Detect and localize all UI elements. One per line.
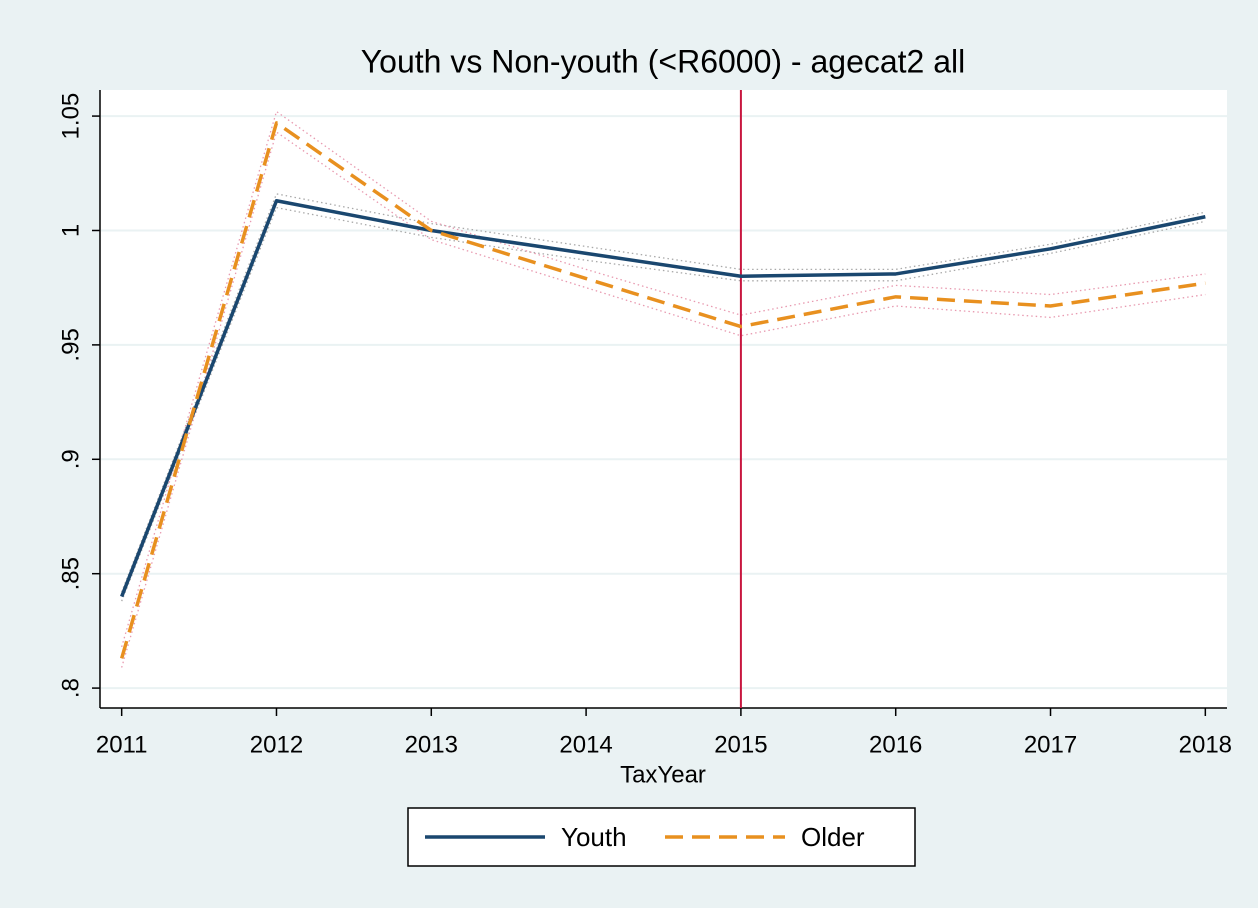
- x-tick-label: 2016: [869, 731, 922, 758]
- chart-title: Youth vs Non-youth (<R6000) - agecat2 al…: [361, 43, 966, 79]
- y-tick-label: .8: [57, 678, 84, 698]
- x-tick-label: 2011: [96, 731, 148, 758]
- y-tick-label: 1: [57, 224, 84, 237]
- x-tick-label: 2018: [1179, 731, 1232, 758]
- x-tick-label: 2014: [559, 731, 612, 758]
- ci-upper-line: [121, 193, 1206, 593]
- legend-label: Older: [801, 822, 865, 852]
- legend-label: Youth: [561, 822, 627, 852]
- y-tick-label: .85: [57, 557, 84, 590]
- x-tick-label: 2013: [405, 731, 458, 758]
- x-axis-label: TaxYear: [620, 761, 706, 788]
- series-line: [120, 198, 1206, 598]
- y-tick-label: .95: [57, 328, 84, 361]
- series-line: [119, 121, 1206, 659]
- y-tick-label: 1.05: [57, 93, 84, 140]
- y-tick-label: .9: [57, 449, 84, 469]
- x-tick-label: 2015: [714, 731, 767, 758]
- plot-area: [100, 90, 1227, 708]
- ci-lower-line: [121, 206, 1206, 602]
- x-tick-label: 2017: [1024, 731, 1077, 758]
- x-tick-label: 2012: [250, 731, 303, 758]
